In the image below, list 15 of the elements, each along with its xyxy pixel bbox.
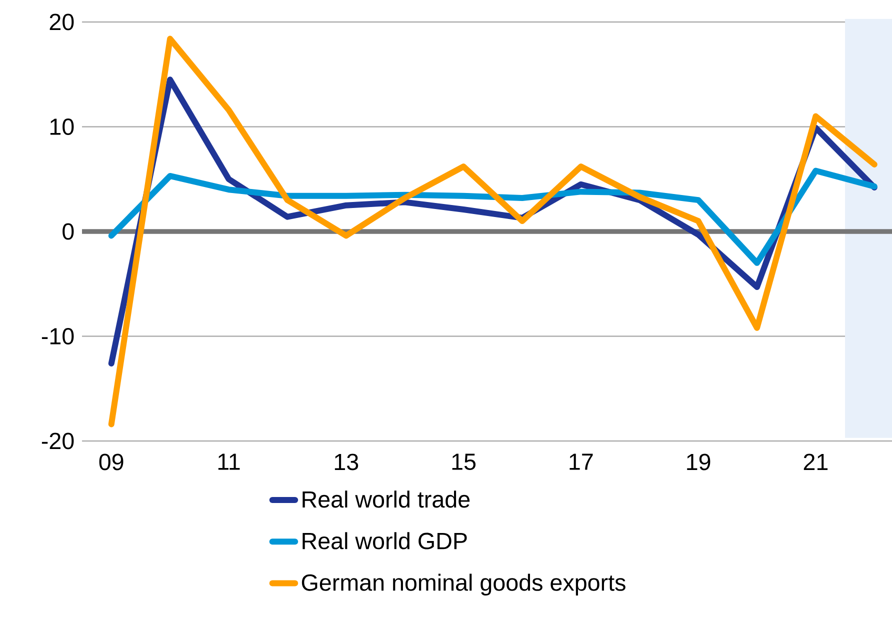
y-tick-label: 20 [50, 14, 74, 30]
legend-label: Real world GDP [302, 532, 467, 550]
x-tick-label: 17 [570, 454, 593, 470]
y-tick-label: -10 [42, 328, 74, 345]
x-tick-label: 13 [334, 454, 358, 470]
y-tick-label: -20 [42, 432, 74, 450]
y-tick-label: 0 [62, 223, 74, 240]
legend-label: Real world trade [302, 490, 470, 508]
y-tick-label: 10 [50, 118, 74, 136]
x-tick-label: 11 [218, 454, 240, 470]
legend-label: German nominal goods exports [302, 574, 626, 596]
x-tick-label: 19 [687, 454, 710, 470]
x-tick-label: 15 [452, 454, 476, 470]
x-tick-label: 09 [99, 454, 124, 470]
x-tick-label: 21 [804, 454, 828, 470]
